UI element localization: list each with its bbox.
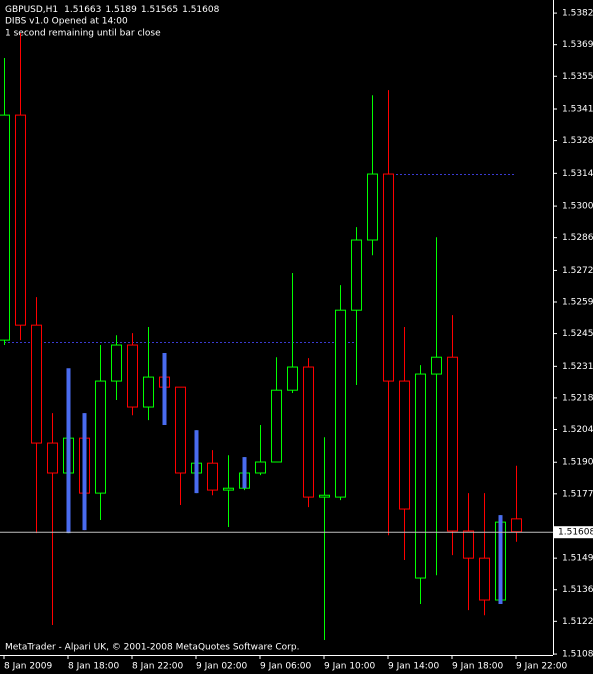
candle-body <box>303 366 314 498</box>
x-tick-label: 8 Jan 2009 <box>4 662 52 672</box>
y-tick-label: 1.53140 <box>562 169 593 179</box>
candle-body <box>367 173 378 241</box>
candle-body <box>0 114 10 341</box>
y-tick-label: 1.52455 <box>562 329 593 339</box>
x-tick-label: 9 Jan 14:00 <box>388 662 440 672</box>
candle-body <box>255 461 266 474</box>
last-open: 1.51663 <box>64 5 101 15</box>
candle-body <box>47 442 58 474</box>
candle-body <box>463 530 474 559</box>
y-tick-label: 1.53555 <box>562 72 593 82</box>
candle-body <box>335 309 346 498</box>
last-high: 1.5189 <box>105 5 137 15</box>
candle-body <box>415 373 426 579</box>
x-tick-label: 9 Jan 22:00 <box>516 662 568 672</box>
y-tick-label: 1.51770 <box>562 489 593 499</box>
candle-body <box>511 518 522 533</box>
candle-body <box>175 386 186 474</box>
y-tick-label: 1.51905 <box>562 458 593 468</box>
candle-body <box>111 344 122 382</box>
candle-body <box>431 356 442 375</box>
y-tick-label: 1.53690 <box>562 40 593 50</box>
footer: MetaTrader - Alpari UK, © 2001-2008 Meta… <box>5 643 299 653</box>
candle-body <box>127 344 138 408</box>
y-tick-label: 1.52725 <box>562 266 593 276</box>
candle-body <box>399 380 410 510</box>
x-tick-label: 9 Jan 02:00 <box>196 662 248 672</box>
last-close: 1.51608 <box>182 5 219 15</box>
y-tick-label: 1.52590 <box>562 298 593 308</box>
candle-body <box>15 114 26 326</box>
candle-body <box>143 376 154 408</box>
y-tick-label: 1.53000 <box>562 202 593 212</box>
y-tick-label: 1.51085 <box>562 650 593 660</box>
symbol: GBPUSD,H1 <box>5 5 58 15</box>
x-tick-label: 8 Jan 18:00 <box>68 662 120 672</box>
current-price-label: 1.51608 <box>558 528 593 538</box>
y-tick-label: 1.52045 <box>562 425 593 435</box>
candle-body <box>95 380 106 494</box>
candle-body <box>223 487 234 491</box>
y-tick-label: 1.53825 <box>562 9 593 19</box>
y-tick-label: 1.53280 <box>562 136 593 146</box>
y-tick-label: 1.52180 <box>562 393 593 403</box>
indicator-text: DIBS v1.0 Opened at 14:00 <box>5 17 128 27</box>
current-price-box <box>554 526 593 539</box>
x-tick-label: 9 Jan 18:00 <box>452 662 504 672</box>
candle-body <box>31 324 42 444</box>
candle-body <box>479 557 490 601</box>
last-low: 1.51565 <box>141 5 178 15</box>
x-tick-label: 9 Jan 06:00 <box>260 662 312 672</box>
y-tick-label: 1.52865 <box>562 233 593 243</box>
y-tick-label: 1.51495 <box>562 554 593 564</box>
timer-text: 1 second remaining until bar close <box>5 29 161 39</box>
candle-body <box>447 356 458 532</box>
y-tick-label: 1.51225 <box>562 617 593 627</box>
x-tick-label: 9 Jan 10:00 <box>324 662 376 672</box>
candle-body <box>207 462 218 491</box>
y-tick-label: 1.52315 <box>562 362 593 372</box>
candle-body <box>287 366 298 391</box>
y-tick-label: 1.51360 <box>562 585 593 595</box>
candle-body <box>383 173 394 382</box>
candle-body <box>319 494 330 498</box>
y-tick-label: 1.53415 <box>562 105 593 115</box>
chart-header: GBPUSD,H1 1.51663 1.5189 1.51565 1.51608 <box>5 5 220 15</box>
candle-body <box>351 239 362 311</box>
x-tick-label: 8 Jan 22:00 <box>132 662 184 672</box>
candle-body <box>271 389 282 463</box>
